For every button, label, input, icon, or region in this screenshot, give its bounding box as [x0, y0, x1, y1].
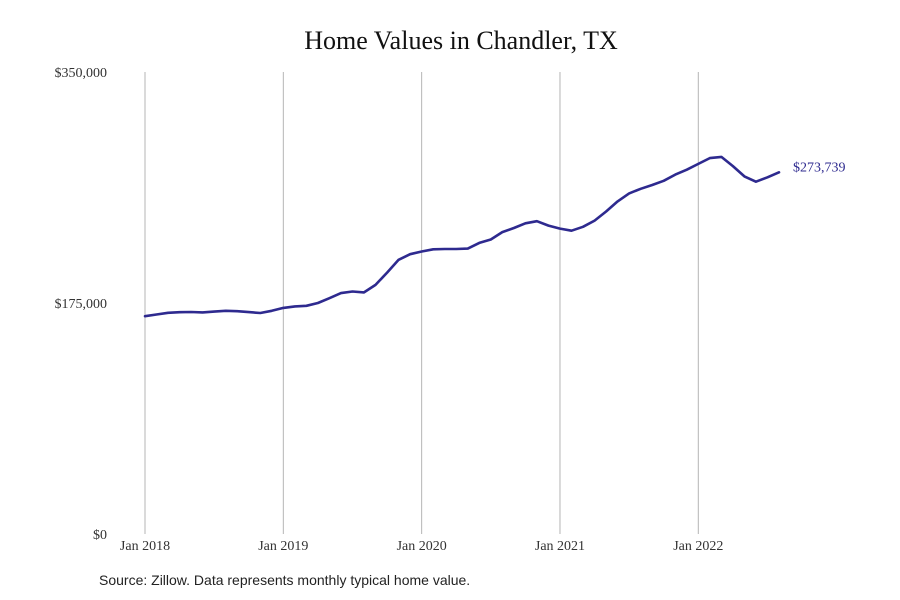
series-line [143, 155, 781, 318]
x-tick-label: Jan 2021 [535, 539, 585, 554]
x-tick-label: Jan 2018 [120, 539, 170, 554]
source-note: Source: Zillow. Data represents monthly … [99, 572, 471, 588]
end-value-label: $273,739 [793, 160, 846, 175]
x-tick-label: Jan 2020 [397, 539, 447, 554]
y-tick-label: $175,000 [55, 297, 108, 312]
x-tick-label: Jan 2022 [673, 539, 723, 554]
x-tick-label: Jan 2019 [258, 539, 308, 554]
gridlines [144, 72, 699, 534]
y-tick-label: $0 [93, 528, 107, 543]
y-tick-label: $350,000 [55, 66, 108, 81]
series-layer [143, 155, 781, 318]
chart-title: Home Values in Chandler, TX [304, 26, 618, 55]
tick-labels: Jan 2018 Jan 2019 Jan 2020 Jan 2021 Jan 2022… [55, 66, 846, 554]
